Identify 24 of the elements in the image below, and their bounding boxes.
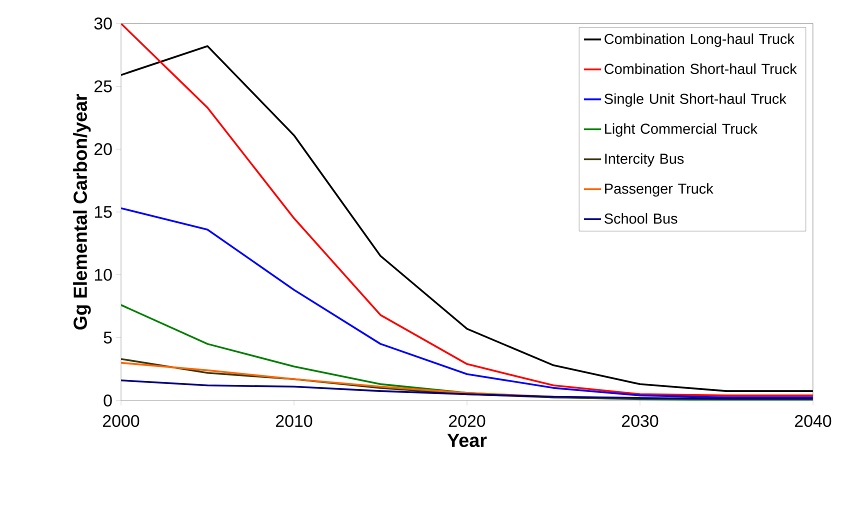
line-series: [121, 379, 814, 400]
legend-label: School Bus: [604, 213, 678, 224]
legend-label: Passenger Truck: [605, 183, 714, 197]
legend-label: Combination Short-haul Truck: [604, 63, 797, 74]
x-tick-label: 2000: [103, 415, 140, 427]
x-axis-title: Year: [447, 434, 487, 448]
y-axis-title: Gg Elemental Carbon/year: [73, 94, 91, 330]
x-tick-label: 2030: [622, 415, 658, 427]
x-tick-label: 2020: [449, 415, 486, 427]
line-series: [121, 207, 814, 398]
y-tick-label: 15: [94, 206, 112, 218]
legend-label: Light Commercial Truck: [605, 123, 758, 137]
legend-label: Combination Long-haul Truck: [604, 33, 794, 47]
y-tick-label: 30: [94, 17, 112, 30]
y-tick-label: 20: [94, 143, 112, 156]
x-tick-label: 2010: [276, 415, 312, 427]
legend-label: Intercity Bus: [605, 153, 684, 167]
y-tick-label: 5: [104, 332, 112, 344]
y-tick-label: 0: [104, 394, 112, 406]
legend-label: Single Unit Short-haul Truck: [604, 93, 786, 107]
y-tick-label: 10: [94, 268, 112, 281]
line-series: [121, 358, 814, 400]
y-tick-label: 25: [94, 80, 112, 92]
x-tick-label: 2040: [795, 415, 832, 427]
